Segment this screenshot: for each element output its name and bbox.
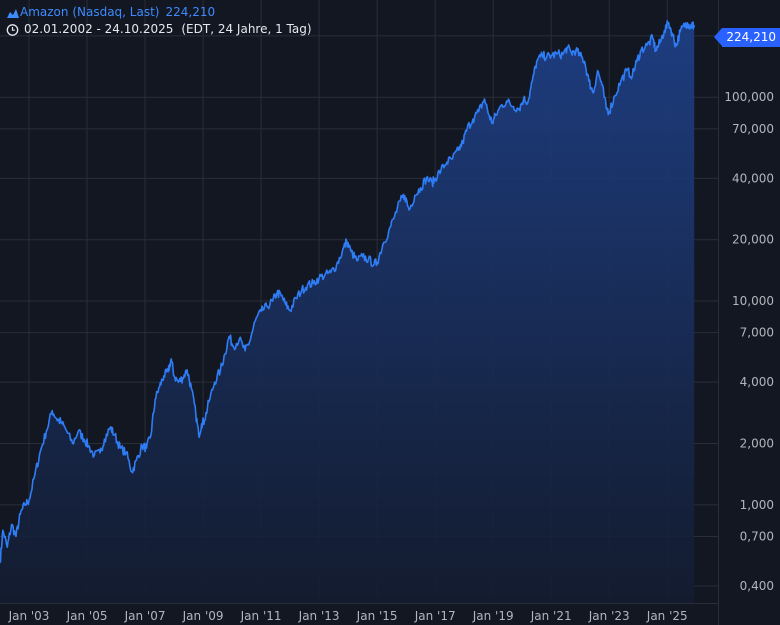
x-tick-label: Jan '13 (298, 609, 340, 623)
y-tick-label: 100,000 (724, 90, 774, 104)
y-tick-label: 20,000 (732, 233, 774, 247)
x-tick-label: Jan '07 (124, 609, 166, 623)
x-tick-label: Jan '17 (414, 609, 456, 623)
y-tick-label: 1,000 (740, 498, 774, 512)
last-price-tag: 224,210 (714, 28, 780, 47)
x-tick-label: Jan '23 (588, 609, 630, 623)
y-tick-label: 0,700 (740, 529, 774, 543)
time-axis-separator (0, 603, 718, 604)
x-tick-label: Jan '03 (8, 609, 50, 623)
legend-title-row: Amazon (Nasdaq, Last) 224,210 (6, 4, 312, 21)
y-tick-label: 7,000 (740, 326, 774, 340)
y-tick-label: 0,400 (740, 579, 774, 593)
price-area-fill (0, 20, 695, 603)
legend-range-row: 02.01.2002 - 24.10.2025 (EDT, 24 Jahre, … (6, 21, 312, 38)
price-axis-separator (718, 0, 719, 625)
y-tick-label: 70,000 (732, 122, 774, 136)
x-tick-label: Jan '15 (356, 609, 398, 623)
mountain-chart-icon[interactable] (6, 7, 20, 19)
x-tick-label: Jan '11 (240, 609, 282, 623)
y-tick-label: 10,000 (732, 294, 774, 308)
legend-meta: (EDT, 24 Jahre, 1 Tag) (181, 22, 312, 36)
legend-instrument[interactable]: Amazon (Nasdaq, Last) (20, 5, 160, 19)
x-tick-label: Jan '25 (646, 609, 688, 623)
y-tick-label: 2,000 (740, 437, 774, 451)
x-tick-label: Jan '19 (472, 609, 514, 623)
x-tick-label: Jan '09 (182, 609, 224, 623)
clock-icon (6, 23, 19, 36)
x-tick-label: Jan '21 (530, 609, 572, 623)
y-tick-label: 40,000 (732, 171, 774, 185)
chart-legend: Amazon (Nasdaq, Last) 224,210 02.01.2002… (6, 4, 312, 38)
time-axis[interactable]: Jan '03 Jan '05 Jan '07 Jan '09 Jan '11 Jan '… (8, 609, 688, 623)
price-axis[interactable]: 0,400 0,700 1,000 2,000 4,000 7,000 10,000 20,0… (724, 29, 774, 593)
legend-last-value: 224,210 (165, 5, 216, 19)
legend-date-range[interactable]: 02.01.2002 - 24.10.2025 (24, 22, 174, 36)
y-tick-label: 4,000 (740, 375, 774, 389)
x-tick-label: Jan '05 (66, 609, 108, 623)
price-line[interactable] (0, 20, 695, 564)
